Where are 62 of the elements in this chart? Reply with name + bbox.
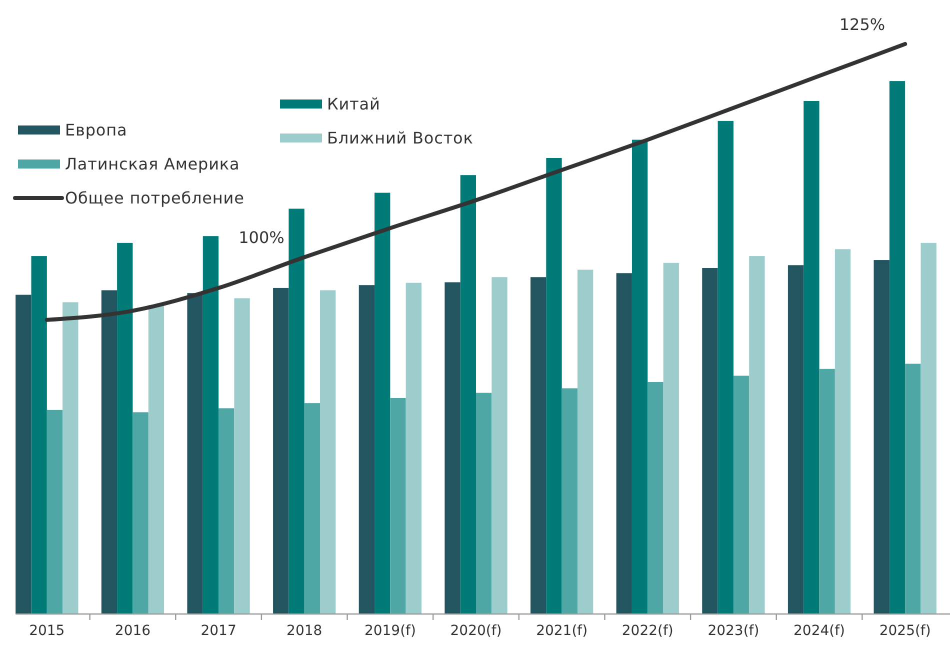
- bar: [288, 208, 304, 614]
- bar: [406, 282, 422, 614]
- bar: [273, 288, 289, 614]
- bar: [530, 277, 546, 614]
- bar: [546, 158, 562, 614]
- x-tick-label: 2017: [200, 623, 236, 639]
- bar: [46, 410, 63, 614]
- bar: [702, 268, 718, 614]
- bar: [562, 388, 578, 614]
- bar: [117, 242, 133, 614]
- bar: [132, 412, 148, 614]
- bar: [920, 242, 936, 614]
- x-tick-label: 2015: [29, 623, 65, 639]
- bar: [804, 101, 820, 614]
- bar: [444, 282, 460, 614]
- annotation: 100%: [238, 228, 284, 248]
- bar: [304, 403, 320, 614]
- legend-label: Европа: [65, 120, 128, 140]
- bar: [492, 277, 508, 614]
- bar: [874, 260, 890, 614]
- legend-label: Ближний Восток: [327, 128, 474, 148]
- bar: [187, 293, 203, 614]
- bar: [31, 256, 47, 614]
- legend-label: Общее потребление: [65, 188, 244, 208]
- bar: [788, 265, 804, 614]
- bar: [202, 236, 219, 614]
- x-tick-label: 2024(f): [794, 623, 846, 639]
- x-tick-label: 2025(f): [879, 623, 931, 639]
- x-tick-label: 2023(f): [708, 623, 760, 639]
- bar: [663, 262, 679, 614]
- bar: [834, 249, 851, 614]
- bar: [577, 270, 594, 614]
- legend-label: Латинская Америка: [65, 154, 240, 174]
- bar: [148, 305, 164, 614]
- x-tick-label: 2019(f): [364, 623, 416, 639]
- x-tick-label: 2022(f): [622, 623, 674, 639]
- x-tick-label: 2018: [286, 623, 322, 639]
- bar: [616, 273, 632, 614]
- legend-label: Китай: [327, 94, 380, 114]
- bar: [320, 290, 336, 614]
- bar: [62, 302, 78, 614]
- bar: [390, 398, 406, 614]
- x-tick-label: 2020(f): [450, 623, 502, 639]
- bar: [819, 368, 835, 614]
- bar: [101, 290, 118, 614]
- bar: [905, 364, 921, 614]
- bar: [374, 192, 390, 614]
- bar: [749, 256, 765, 614]
- bar: [358, 285, 375, 614]
- bar: [648, 382, 664, 614]
- bar: [733, 376, 750, 614]
- bar: [476, 392, 492, 614]
- annotation: 125%: [839, 15, 886, 34]
- x-tick-label: 2021(f): [536, 623, 588, 639]
- bar: [16, 294, 32, 614]
- bar: [889, 81, 906, 614]
- x-tick-label: 2016: [114, 623, 151, 639]
- bar: [218, 408, 234, 614]
- bar: [718, 120, 734, 614]
- bar: [632, 140, 648, 614]
- bar: [460, 175, 476, 614]
- bar: [234, 298, 250, 614]
